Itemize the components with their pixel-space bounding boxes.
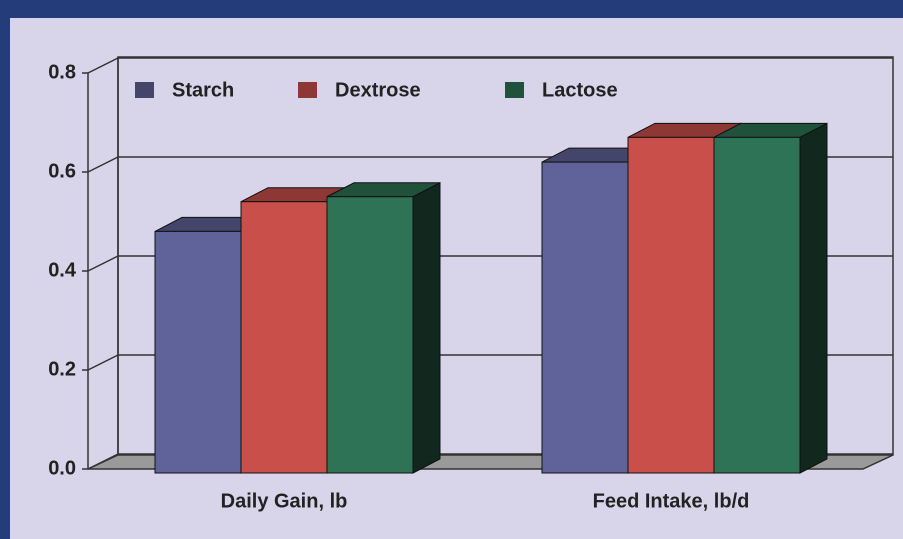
grid-line — [87, 255, 119, 272]
legend-label: Starch — [172, 79, 234, 101]
left-band — [0, 0, 10, 539]
bar — [541, 161, 629, 474]
x-tick-label: Feed Intake, lb/d — [593, 490, 750, 512]
grid-line — [87, 156, 119, 173]
y-tick-label: 0.0 — [48, 457, 76, 479]
grid-line — [87, 354, 119, 371]
legend-swatch — [135, 82, 154, 98]
grid-line — [87, 57, 119, 74]
y-tick-label: 0.6 — [48, 160, 76, 182]
bar — [627, 136, 715, 474]
bar — [240, 201, 328, 474]
legend-swatch — [298, 82, 317, 98]
y-tick-label: 0.4 — [48, 259, 77, 281]
grid-line — [87, 453, 119, 470]
bar — [326, 196, 414, 474]
legend-label: Dextrose — [335, 79, 421, 101]
y-tick-label: 0.2 — [48, 358, 76, 380]
bar-side — [412, 181, 441, 474]
top-band — [0, 0, 903, 18]
y-tick-label: 0.8 — [48, 61, 76, 83]
bar — [154, 230, 242, 474]
x-tick-label: Daily Gain, lb — [221, 490, 348, 512]
bar-side — [799, 122, 828, 474]
bar — [713, 136, 801, 474]
legend-label: Lactose — [542, 79, 618, 101]
legend-swatch — [505, 82, 524, 98]
